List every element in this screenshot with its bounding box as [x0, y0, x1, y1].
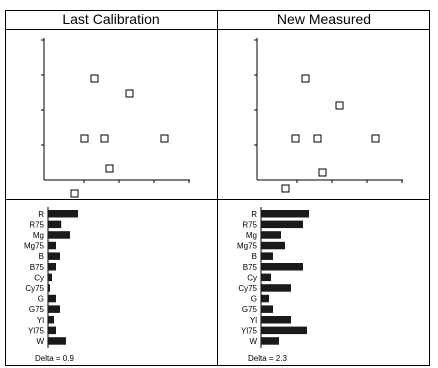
bar [48, 284, 50, 292]
bar [48, 294, 56, 303]
bar [261, 294, 269, 303]
vertical-divider [217, 10, 218, 366]
scatter-point [100, 134, 109, 143]
bar [261, 220, 303, 229]
bar-label: Cy [247, 273, 257, 282]
scatter-point [80, 134, 89, 143]
bar-label: R75 [242, 220, 257, 229]
delta-label: Delta = 2.3 [248, 354, 287, 363]
bar [48, 210, 78, 218]
bar [261, 326, 307, 335]
bar-label: Mg [33, 231, 44, 240]
bar-label: W [249, 337, 257, 346]
bar [261, 231, 281, 239]
bar-label: Mg [246, 231, 257, 240]
bar [261, 210, 309, 218]
bar [48, 305, 60, 313]
panel-title-new-measured: New Measured [276, 11, 372, 27]
scatter-point [291, 134, 300, 143]
section-divider [5, 199, 430, 200]
bar [48, 273, 52, 282]
bar [48, 220, 62, 229]
bar [261, 252, 273, 260]
bar-label: B75 [243, 263, 258, 272]
bar [261, 305, 273, 313]
bar [48, 252, 60, 260]
scatter-point [70, 189, 79, 198]
bar-label: Yl75 [28, 326, 45, 335]
bar-label: Mg75 [237, 242, 258, 251]
bar [261, 241, 285, 250]
bar-label: Yl75 [241, 326, 258, 335]
bar-label: B [39, 252, 44, 261]
scatter-point [125, 89, 134, 98]
bar-label: B75 [30, 263, 45, 272]
scatter-point [335, 101, 344, 110]
scatter-point [90, 74, 99, 83]
bar [48, 326, 56, 335]
scatter-point [313, 134, 322, 143]
scatter-point [371, 134, 380, 143]
bar-label: Yl [250, 316, 257, 325]
bar [48, 263, 56, 271]
bar-label: G75 [29, 305, 45, 314]
delta-label: Delta = 0.9 [35, 354, 74, 363]
bar [48, 316, 54, 324]
bar-label: R [38, 210, 44, 219]
bar [261, 316, 291, 324]
scatter-point [301, 74, 310, 83]
bar-label: Yl [37, 316, 44, 325]
title-divider [5, 29, 430, 30]
bar [261, 337, 279, 345]
bar [48, 337, 66, 345]
bar [261, 273, 271, 282]
bar [48, 231, 70, 239]
bar-label: R [251, 210, 257, 219]
bar-label: R75 [29, 220, 44, 229]
bar-label: Cy [34, 273, 44, 282]
bar-label: G75 [242, 305, 258, 314]
bar-label: Cy75 [238, 284, 257, 293]
bar-label: B [252, 252, 257, 261]
bar-label: G [38, 295, 44, 304]
panel-title-last-calibration: Last Calibration [62, 11, 160, 27]
scatter-point [160, 134, 169, 143]
bar [48, 241, 56, 250]
bar [261, 263, 303, 271]
bar-label: G [251, 295, 257, 304]
scatter-point [105, 164, 114, 173]
bar-label: Cy75 [25, 284, 44, 293]
bar-label: W [36, 337, 44, 346]
bar [261, 284, 291, 292]
scatter-point [281, 184, 290, 193]
bar-label: Mg75 [24, 242, 45, 251]
scatter-point [318, 168, 327, 177]
